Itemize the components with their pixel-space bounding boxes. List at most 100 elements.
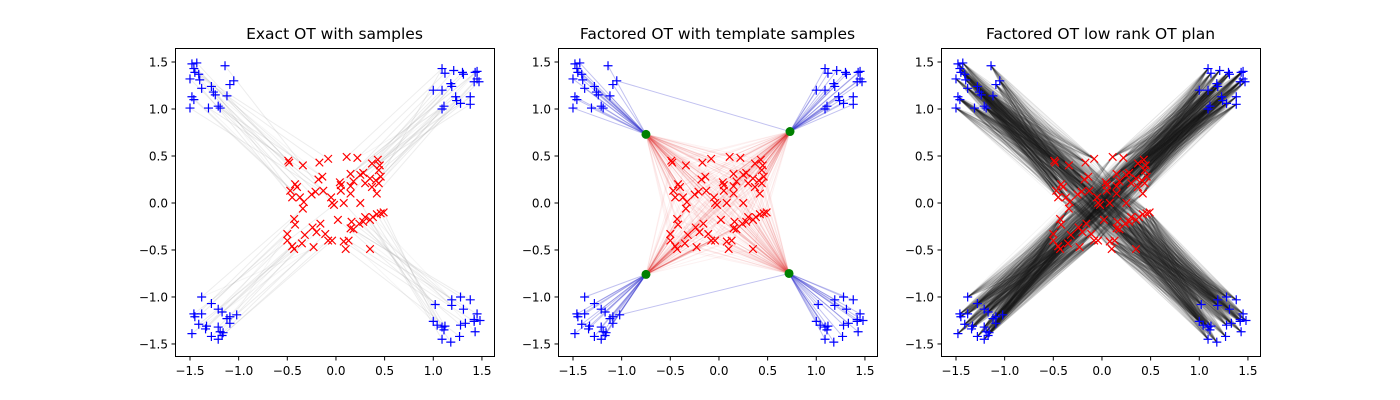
- template-target-link: [645, 134, 674, 191]
- template-target-link: [645, 134, 676, 198]
- low-rank-plan-link: [959, 99, 1127, 204]
- low-rank-plan-link: [990, 65, 1067, 198]
- low-rank-plan-link: [1059, 102, 1227, 220]
- low-rank-plan-link: [1112, 89, 1209, 158]
- template-target-link: [741, 223, 790, 274]
- low-rank-plan-link: [1093, 72, 1242, 241]
- target-point-marker: [750, 159, 760, 168]
- template-target-link: [699, 231, 790, 274]
- target-point-marker: [1093, 236, 1103, 245]
- low-rank-plan-link: [1067, 86, 1219, 244]
- low-rank-plan-link: [964, 73, 1148, 214]
- low-rank-plan-link: [999, 80, 1056, 163]
- low-rank-plan-link: [978, 91, 1137, 250]
- target-point-marker: [365, 244, 375, 254]
- low-rank-plan-link: [983, 105, 1062, 185]
- low-rank-plan-link: [1082, 86, 1219, 233]
- low-rank-plan-link: [1093, 68, 1209, 241]
- template-target-link: [645, 134, 697, 228]
- low-rank-plan-link: [1093, 73, 1230, 241]
- low-rank-plan-link: [995, 84, 1111, 204]
- template-target-link: [645, 133, 754, 180]
- low-rank-plan-link: [1116, 102, 1227, 187]
- template-target-link: [645, 133, 756, 164]
- exact-plan-link: [371, 70, 455, 164]
- source-point-marker: [832, 65, 842, 75]
- low-rank-plan-link: [959, 99, 1098, 198]
- template-target-link: [645, 234, 689, 275]
- low-rank-plan-link: [979, 91, 1070, 166]
- low-rank-plan-link: [992, 95, 1055, 162]
- low-rank-plan-link: [1067, 70, 1221, 244]
- target-point-marker: [349, 177, 358, 186]
- source-point-marker: [848, 99, 858, 109]
- exact-plan-link: [194, 71, 320, 163]
- source-point-marker: [605, 91, 615, 101]
- target-point-marker: [374, 165, 384, 175]
- low-rank-plan-link: [1128, 71, 1242, 174]
- low-rank-plan-link: [957, 63, 1115, 241]
- low-rank-plan-link: [983, 105, 1059, 198]
- low-rank-plan-link: [1060, 89, 1200, 225]
- template-target-link: [704, 176, 790, 274]
- low-rank-plan-link: [1137, 89, 1200, 164]
- y-tick-label: 1.5: [149, 55, 168, 69]
- low-rank-plan-link: [992, 95, 1070, 166]
- target-point-marker: [710, 236, 720, 245]
- low-rank-plan-link: [955, 78, 1117, 229]
- template-target-link: [685, 208, 790, 274]
- y-tick-label: −1.5: [522, 337, 551, 351]
- template-target-link: [736, 181, 790, 274]
- low-rank-plan-link: [1106, 89, 1200, 192]
- low-rank-plan-link: [965, 79, 1059, 198]
- template-target-link: [675, 245, 790, 274]
- low-rank-plan-link: [955, 107, 1113, 250]
- low-rank-plan-link: [1116, 102, 1227, 175]
- y-tick-label: −1.0: [905, 290, 934, 304]
- source-point-marker: [460, 318, 470, 328]
- low-rank-plan-link: [1123, 89, 1209, 159]
- low-rank-plan-link: [1112, 73, 1230, 158]
- exact-plan-link: [189, 107, 332, 198]
- low-rank-plan-link: [1059, 70, 1221, 220]
- low-rank-plan-link: [1106, 102, 1227, 186]
- low-rank-plan-link: [985, 107, 1132, 218]
- source-point-marker: [197, 292, 207, 302]
- low-rank-plan-link: [980, 94, 1085, 180]
- low-rank-plan-link: [1144, 100, 1223, 171]
- template-target-link: [671, 131, 791, 162]
- low-rank-plan-link: [955, 78, 1062, 185]
- low-rank-plan-link: [1097, 68, 1209, 241]
- low-rank-plan-link: [960, 72, 1111, 242]
- target-point-marker: [692, 242, 701, 252]
- low-rank-plan-link: [959, 68, 1062, 185]
- low-rank-plan-link: [1144, 102, 1227, 171]
- template-target-link: [645, 248, 729, 275]
- template-source-link: [612, 84, 647, 135]
- low-rank-plan-link: [1145, 72, 1229, 166]
- low-rank-plan-link: [957, 63, 1089, 178]
- low-rank-plan-link: [960, 71, 1120, 230]
- low-rank-plan-link: [1144, 96, 1223, 184]
- source-point-marker: [455, 331, 465, 341]
- exact-plan-link: [217, 240, 329, 340]
- low-rank-plan-link: [1090, 68, 1209, 235]
- template-target-link: [645, 133, 724, 183]
- low-rank-plan-link: [1116, 100, 1223, 175]
- low-rank-plan-link: [959, 68, 1095, 160]
- low-rank-plan-link: [983, 105, 1115, 241]
- low-rank-plan-link: [965, 79, 1099, 204]
- template-target-link: [645, 134, 687, 209]
- low-rank-plan-link: [990, 65, 1089, 177]
- low-rank-plan-link: [957, 63, 1137, 221]
- low-rank-plan-link: [962, 62, 1056, 163]
- template-target-link: [733, 173, 790, 274]
- template-target-link: [695, 226, 790, 274]
- low-rank-plan-link: [980, 94, 1111, 242]
- low-rank-plan-link: [1112, 83, 1218, 158]
- template-target-link: [723, 190, 790, 274]
- low-rank-plan-link: [979, 91, 1095, 160]
- low-rank-plan-link: [1130, 100, 1223, 184]
- template-source-link: [582, 79, 647, 135]
- low-rank-plan-link: [1068, 100, 1223, 210]
